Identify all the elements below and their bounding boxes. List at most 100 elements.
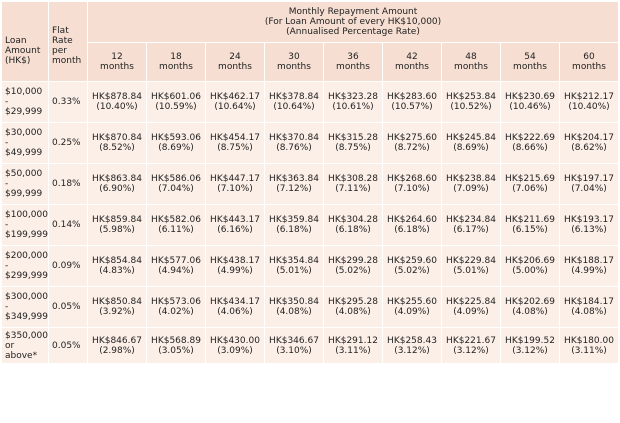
- repayment-text: (10.40%): [568, 102, 610, 112]
- month-header-text: months: [395, 62, 429, 72]
- loan-amount-text: -: [5, 220, 9, 230]
- month-header: 60 months: [559, 42, 619, 82]
- repayment-text: HK$378.84: [269, 92, 319, 102]
- repayment-text: (3.12%): [512, 345, 548, 356]
- repayment-cell: HK$878.84 (10.40%): [87, 81, 147, 123]
- repayment-text: (7.11%): [335, 184, 371, 194]
- repayment-text: (10.57%): [391, 102, 433, 112]
- repayment-text: (10.61%): [332, 102, 374, 112]
- repayment-text: (6.18%): [276, 225, 312, 235]
- repayment-text: HK$268.60: [387, 174, 437, 184]
- loan-amount-text: $200,000: [5, 251, 48, 261]
- repayment-text: HK$323.28: [328, 92, 378, 102]
- repayment-text: (3.11%): [335, 345, 371, 356]
- repayment-text: (4.09%): [394, 307, 430, 317]
- repayment-cell: HK$275.60 (8.72%): [382, 122, 442, 164]
- loan-amount-text: or above*: [5, 340, 38, 361]
- repayment-text: (3.11%): [571, 345, 607, 356]
- repayment-text: (6.18%): [335, 225, 371, 235]
- repayment-text: HK$568.89: [151, 335, 201, 346]
- repayment-cell: HK$870.84 (8.52%): [87, 122, 147, 164]
- repayment-cell: HK$206.69 (5.00%): [500, 245, 560, 287]
- month-header-text: 24: [229, 52, 241, 62]
- repayment-text: (4.02%): [158, 307, 194, 317]
- month-header-text: 60: [583, 52, 595, 62]
- repayment-text: (3.92%): [99, 307, 135, 317]
- repayment-text: HK$255.60: [387, 297, 437, 307]
- repayment-text: HK$188.17: [564, 256, 614, 266]
- repayment-table: Loan Amount (HK$) Flat Rate per month Mo…: [1, 1, 619, 364]
- table-row: $350,000 or above* 0.05% HK$846.67 (2.98%) HK…: [1, 327, 619, 364]
- repayment-text: (10.52%): [450, 102, 492, 112]
- repayment-text: (10.64%): [214, 102, 256, 112]
- repayment-cell: HK$378.84 (10.64%): [264, 81, 324, 123]
- month-header-text: months: [100, 62, 134, 72]
- repayment-text: HK$346.67: [269, 335, 319, 346]
- repayment-cell: HK$359.84 (6.18%): [264, 204, 324, 246]
- repayment-text: HK$846.67: [92, 335, 142, 346]
- repayment-text: HK$370.84: [269, 133, 319, 143]
- repayment-cell: HK$568.89 (3.05%): [146, 327, 206, 364]
- repayment-cell: HK$245.84 (8.69%): [441, 122, 501, 164]
- repayment-text: (10.40%): [96, 102, 138, 112]
- repayment-text: (8.69%): [158, 143, 194, 153]
- repayment-cell: HK$255.60 (4.09%): [382, 286, 442, 328]
- repayment-text: HK$462.17: [210, 92, 260, 102]
- repayment-text: HK$225.84: [446, 297, 496, 307]
- repayment-cell: HK$299.28 (5.02%): [323, 245, 383, 287]
- repayment-cell: HK$438.17 (4.99%): [205, 245, 265, 287]
- month-header-text: 36: [347, 52, 359, 62]
- repayment-cell: HK$854.84 (4.83%): [87, 245, 147, 287]
- repayment-text: HK$854.84: [92, 256, 142, 266]
- repayment-text: HK$354.84: [269, 256, 319, 266]
- repayment-cell: HK$586.06 (7.04%): [146, 163, 206, 205]
- table-row: $100,000- $199,999 0.14% HK$859.84 (5.98%) HK…: [1, 204, 619, 246]
- repayment-text: HK$264.60: [387, 215, 437, 225]
- repayment-cell: HK$863.84 (6.90%): [87, 163, 147, 205]
- month-header: 54 months: [500, 42, 560, 82]
- repayment-text: (7.09%): [453, 184, 489, 194]
- loan-amount-text: $49,999: [5, 148, 43, 158]
- repayment-text: (6.17%): [453, 225, 489, 235]
- repayment-text: (6.11%): [158, 225, 194, 235]
- month-header: 18 months: [146, 42, 206, 82]
- flat-rate-header: Flat Rate per month: [48, 1, 88, 82]
- repayment-cell: HK$184.17 (4.08%): [559, 286, 619, 328]
- loan-amount-text: $10,000: [5, 87, 43, 97]
- repayment-text: (8.66%): [512, 143, 548, 153]
- month-header: 42 months: [382, 42, 442, 82]
- repayment-text: (3.09%): [217, 345, 253, 356]
- repayment-text: (3.12%): [453, 345, 489, 356]
- repayment-cell: HK$234.84 (6.17%): [441, 204, 501, 246]
- repayment-text: (4.08%): [512, 307, 548, 317]
- repayment-cell: HK$264.60 (6.18%): [382, 204, 442, 246]
- loan-amount-text: $100,000: [5, 210, 48, 220]
- repayment-text: HK$430.00: [210, 335, 260, 346]
- repayment-text: HK$304.28: [328, 215, 378, 225]
- repayment-text: HK$230.69: [505, 92, 555, 102]
- loan-amount-cell: $300,000- $349,999: [1, 286, 49, 328]
- month-header-text: months: [454, 62, 488, 72]
- repayment-cell: HK$229.84 (5.01%): [441, 245, 501, 287]
- repayment-text: (4.08%): [335, 307, 371, 317]
- loan-amount-text: $300,000: [5, 292, 48, 302]
- repayment-text: HK$870.84: [92, 133, 142, 143]
- repayment-text: HK$350.84: [269, 297, 319, 307]
- repayment-text: (4.83%): [99, 266, 135, 276]
- table-row: $50,000- $99,999 0.18% HK$863.84 (6.90%) HK$5…: [1, 163, 619, 205]
- repayment-cell: HK$202.69 (4.08%): [500, 286, 560, 328]
- repayment-text: (8.76%): [276, 143, 312, 153]
- month-header-text: 18: [170, 52, 182, 62]
- repayment-text: HK$206.69: [505, 256, 555, 266]
- repayment-text: HK$850.84: [92, 297, 142, 307]
- repayment-text: HK$259.60: [387, 256, 437, 266]
- repayment-text: (4.99%): [571, 266, 607, 276]
- repayment-cell: HK$447.17 (7.10%): [205, 163, 265, 205]
- month-header-text: months: [218, 62, 252, 72]
- month-header-text: months: [513, 62, 547, 72]
- repayment-cell: HK$225.84 (4.09%): [441, 286, 501, 328]
- repayment-cell: HK$253.84 (10.52%): [441, 81, 501, 123]
- repayment-cell: HK$315.28 (8.75%): [323, 122, 383, 164]
- repayment-text: HK$299.28: [328, 256, 378, 266]
- repayment-text: HK$454.17: [210, 133, 260, 143]
